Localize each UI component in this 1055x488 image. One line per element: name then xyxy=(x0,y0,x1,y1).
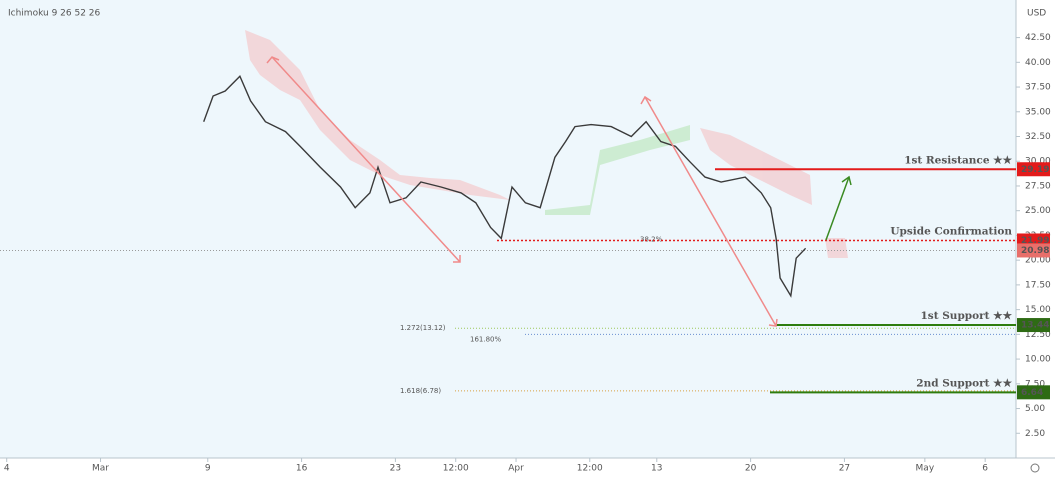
level-label: 1st Support ★★ xyxy=(921,310,1013,322)
y-tick-label: 15.00 xyxy=(1025,305,1051,315)
y-tick-label: 30.00 xyxy=(1025,157,1051,167)
price-tag-label: 20.98 xyxy=(1021,246,1049,256)
plot-background xyxy=(0,0,1016,458)
arrowhead xyxy=(841,175,852,186)
level-label: Upside Confirmation xyxy=(890,225,1012,237)
fib-label: 1.272(13.12) xyxy=(400,324,446,332)
arrowhead xyxy=(640,95,652,105)
settings-icon[interactable] xyxy=(1030,463,1040,473)
levels: 1.272(13.12) 161.80% 1.618(6.78) 38.2% 1st R… xyxy=(0,154,1016,395)
x-tick-label: 27 xyxy=(839,464,850,474)
price-tag xyxy=(1017,243,1050,258)
cloud-bear xyxy=(245,30,510,200)
y-tick-label: 20.00 xyxy=(1025,256,1051,266)
price-tag xyxy=(1017,162,1050,177)
y-tick-label: 2.50 xyxy=(1025,429,1045,439)
x-tick-label: 23 xyxy=(390,464,401,474)
price-tag xyxy=(1017,318,1050,333)
settings-icon[interactable] xyxy=(1030,463,1040,473)
level-label: 2nd Support ★★ xyxy=(916,377,1012,389)
y-tick-label: 37.50 xyxy=(1025,83,1051,93)
y-tick-label: 12.50 xyxy=(1025,330,1051,340)
arrow xyxy=(825,176,850,241)
fib-label: 161.80% xyxy=(470,335,501,343)
cloud-bull xyxy=(545,125,690,215)
arrowhead xyxy=(266,56,280,64)
currency-label: USD xyxy=(1027,9,1046,19)
price-tag-label: 21.99 xyxy=(1021,236,1049,246)
arrows xyxy=(266,56,852,327)
x-tick-label: 20 xyxy=(745,464,757,474)
ichimoku-cloud xyxy=(245,30,848,258)
y-tick-label: 32.50 xyxy=(1025,132,1051,142)
y-tick-label: 7.50 xyxy=(1025,379,1045,389)
cloud-bear xyxy=(825,238,848,258)
arrowhead xyxy=(453,255,461,263)
arrowhead xyxy=(768,318,778,327)
series xyxy=(203,74,807,298)
x-tick-label: May xyxy=(916,464,935,474)
y-tick-label: 25.00 xyxy=(1025,206,1051,216)
x-tick-label: 12:00 xyxy=(443,464,469,474)
fib-label: 38.2% xyxy=(640,235,663,243)
x-tick-label: 12:00 xyxy=(577,464,603,474)
x-tick-label: 13 xyxy=(651,464,662,474)
price-tag-label: 13.44 xyxy=(1021,321,1049,331)
arrow xyxy=(271,56,461,263)
y-tick-label: 10.00 xyxy=(1025,355,1051,365)
price-tag-label: 29.19 xyxy=(1021,165,1049,175)
y-tick-label: 27.50 xyxy=(1025,181,1051,191)
y-tick-label: 42.50 xyxy=(1025,33,1051,43)
x-tick-label: 16 xyxy=(296,464,308,474)
arrow xyxy=(644,96,777,327)
x-tick-label: 6 xyxy=(982,464,988,474)
y-tick-label: 35.00 xyxy=(1025,107,1051,117)
ichimoku-cloud-green xyxy=(545,125,690,215)
price-line xyxy=(203,74,807,298)
level-label: 1st Resistance ★★ xyxy=(904,154,1012,166)
price-tag-label: 6.64 xyxy=(1021,388,1043,398)
price-tag xyxy=(1017,385,1050,400)
indicator-label: Ichimoku 9 26 52 26 xyxy=(8,9,101,19)
x-tick-label: Apr xyxy=(508,464,524,474)
y-tick-label: 17.50 xyxy=(1025,280,1051,290)
x-tick-label: 4 xyxy=(4,464,10,474)
cloud-bear xyxy=(700,128,812,205)
fib-label: 1.618(6.78) xyxy=(400,387,441,395)
y-tick-label: 5.00 xyxy=(1025,404,1045,414)
x-tick-label: 9 xyxy=(205,464,211,474)
x-tick-label: Mar xyxy=(92,464,109,474)
y-tick-label: 40.00 xyxy=(1025,58,1051,68)
